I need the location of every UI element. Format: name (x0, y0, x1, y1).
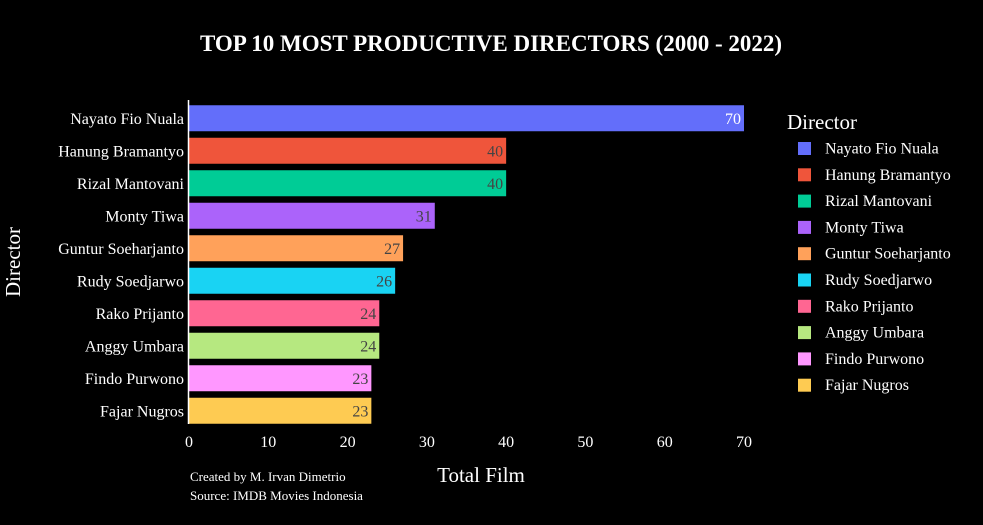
y-tick-label: Rudy Soedjarwo (77, 273, 184, 290)
legend-swatch[interactable] (798, 273, 811, 287)
bar (189, 235, 404, 262)
bar-data-label: 24 (360, 306, 376, 323)
x-tick-label: 40 (498, 434, 514, 451)
legend-swatch[interactable] (798, 247, 811, 261)
x-tick-label: 10 (260, 434, 276, 451)
y-tick-label: Guntur Soeharjanto (58, 241, 184, 258)
legend-swatch[interactable] (798, 168, 811, 182)
chart-title: TOP 10 MOST PRODUCTIVE DIRECTORS (2000 -… (200, 31, 782, 56)
legend-swatch[interactable] (798, 326, 811, 340)
source-annotation: Source: IMDB Movies Indonesia (190, 488, 363, 503)
y-tick-label: Fajar Nugros (100, 403, 184, 420)
y-tick-labels: Nayato Fio Nuala Hanung Bramantyo Rizal Ma… (58, 111, 184, 421)
y-tick-label: Rizal Mantovani (77, 176, 185, 193)
bar-data-label: 23 (352, 371, 368, 388)
legend-label[interactable]: Fajar Nugros (825, 377, 909, 394)
bar (189, 170, 507, 197)
bar (189, 332, 380, 359)
legend-label[interactable]: Rudy Soedjarwo (825, 272, 932, 289)
x-tick-labels: 0 10 20 30 40 50 60 70 (185, 434, 752, 451)
bar-data-label: 40 (487, 143, 503, 160)
legend-label[interactable]: Rizal Mantovani (825, 193, 933, 210)
bar-data-label: 26 (376, 273, 392, 290)
bar-data-label: 31 (416, 208, 432, 225)
legend-title: Director (787, 110, 857, 134)
legend-label[interactable]: Findo Purwono (825, 351, 924, 368)
x-axis-title: Total Film (437, 463, 525, 487)
legend-label[interactable]: Anggy Umbara (825, 325, 924, 342)
legend: Nayato Fio Nuala Hanung Bramantyo Rizal Ma… (798, 141, 951, 394)
x-tick-label: 20 (340, 434, 356, 451)
bar-data-label: 24 (360, 338, 376, 355)
legend-swatch[interactable] (798, 220, 811, 234)
y-axis-title: Director (1, 227, 25, 297)
bar (189, 365, 372, 392)
x-tick-label: 30 (419, 434, 435, 451)
x-tick-label: 0 (185, 434, 193, 451)
bar (189, 105, 744, 132)
x-tick-label: 70 (736, 434, 752, 451)
legend-swatch[interactable] (798, 194, 811, 208)
bar-data-label: 27 (384, 241, 400, 258)
y-tick-label: Monty Tiwa (105, 208, 184, 225)
legend-label[interactable]: Nayato Fio Nuala (825, 141, 939, 158)
x-tick-label: 60 (657, 434, 673, 451)
bar-data-label: 40 (487, 176, 503, 193)
legend-label[interactable]: Monty Tiwa (825, 219, 904, 236)
legend-swatch[interactable] (798, 299, 811, 313)
legend-swatch[interactable] (798, 142, 811, 155)
legend-label[interactable]: Hanung Bramantyo (825, 167, 951, 184)
bar-data-label: 70 (725, 111, 741, 128)
legend-label[interactable]: Rako Prijanto (825, 298, 913, 315)
bar (189, 397, 372, 424)
x-tick-label: 50 (577, 434, 593, 451)
y-tick-label: Rako Prijanto (96, 306, 184, 323)
bar (189, 137, 507, 164)
legend-swatch[interactable] (798, 378, 811, 392)
bar (189, 267, 396, 294)
bar-data-label: 23 (352, 403, 368, 420)
credit-annotation: Created by M. Irvan Dimetrio (190, 469, 346, 484)
y-tick-label: Anggy Umbara (85, 338, 184, 355)
legend-label[interactable]: Guntur Soeharjanto (825, 246, 951, 263)
y-tick-label: Nayato Fio Nuala (70, 111, 184, 128)
legend-swatch[interactable] (798, 352, 811, 366)
y-tick-label: Findo Purwono (85, 371, 184, 388)
bar (189, 300, 380, 327)
bar (189, 202, 435, 229)
y-tick-label: Hanung Bramantyo (58, 143, 184, 160)
